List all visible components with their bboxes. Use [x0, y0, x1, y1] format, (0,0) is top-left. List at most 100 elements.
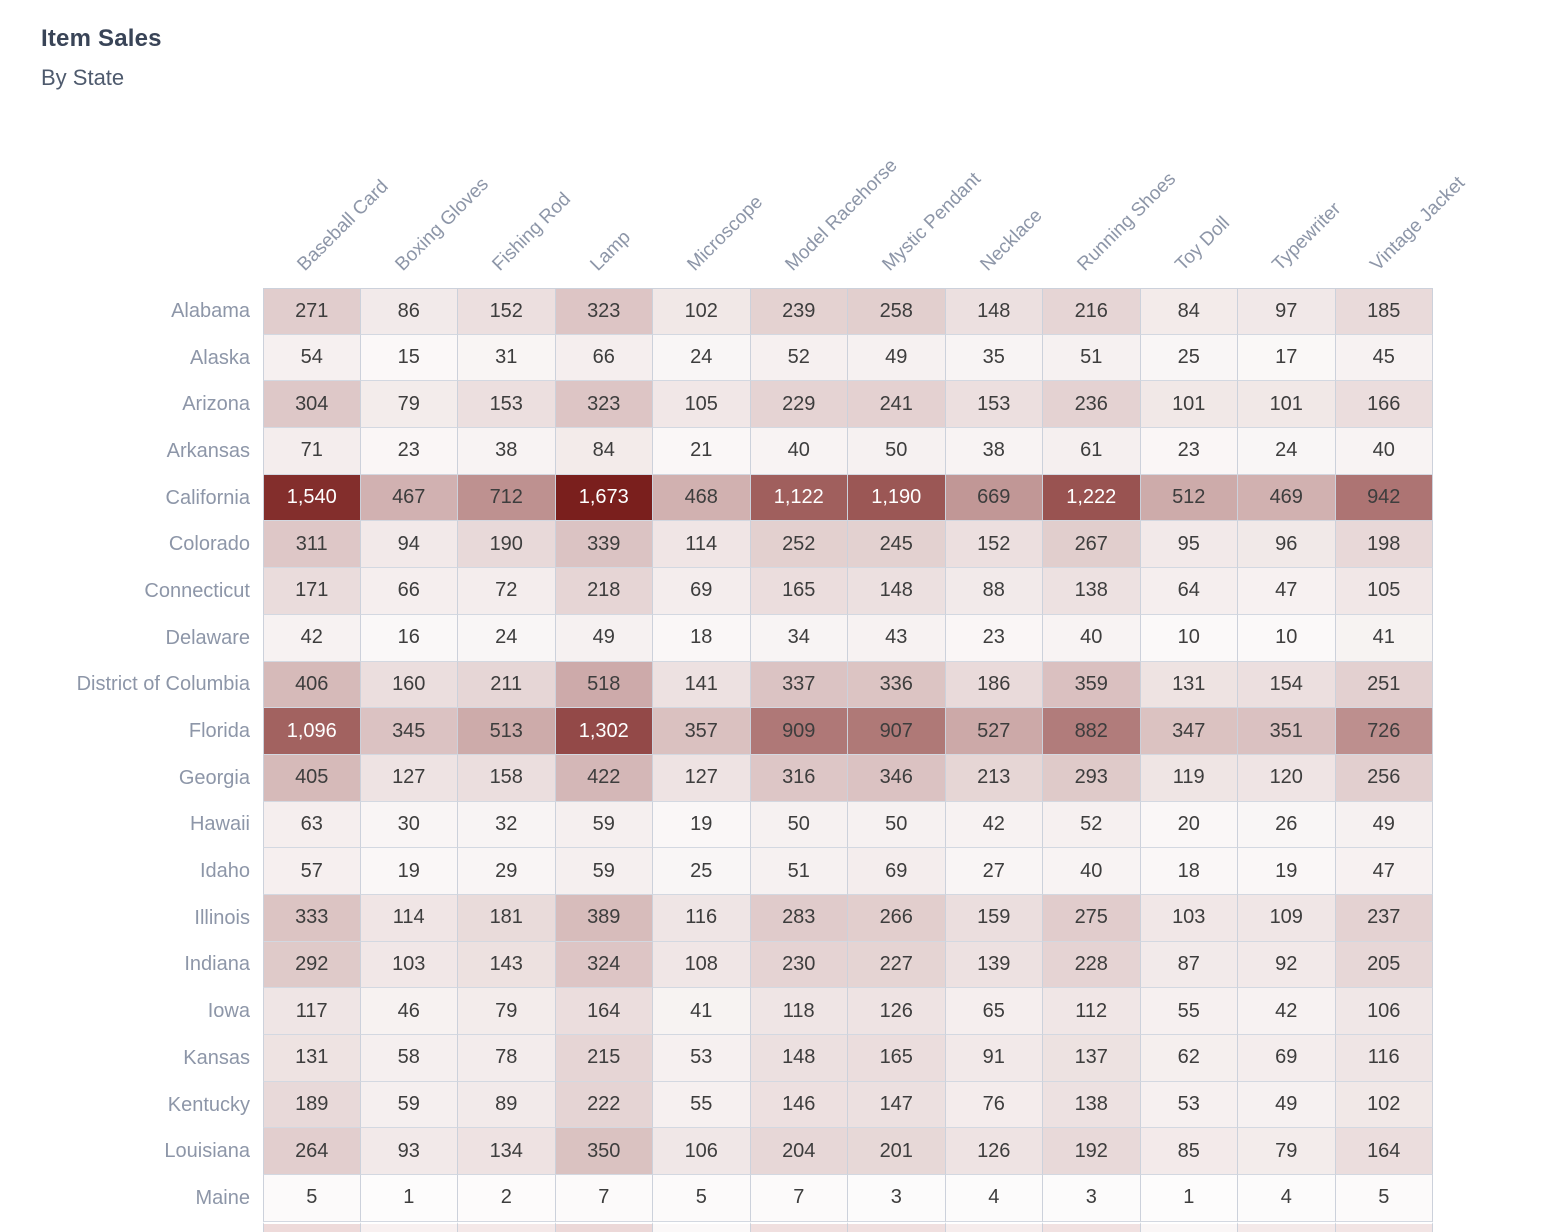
- heatmap-cell[interactable]: 120: [1238, 754, 1336, 802]
- heatmap-cell[interactable]: 406: [263, 661, 361, 709]
- heatmap-cell[interactable]: 134: [458, 1128, 556, 1176]
- heatmap-cell[interactable]: 79: [458, 988, 556, 1035]
- heatmap-cell[interactable]: 55: [1140, 988, 1238, 1035]
- heatmap-cell[interactable]: 237: [1335, 894, 1433, 942]
- heatmap-cell[interactable]: 357: [653, 708, 751, 755]
- heatmap-cell[interactable]: 192: [1043, 1128, 1141, 1176]
- heatmap-cell[interactable]: 24: [458, 614, 556, 662]
- heatmap-cell[interactable]: 24: [1238, 428, 1336, 475]
- heatmap-cell[interactable]: 40: [1043, 614, 1141, 662]
- heatmap-cell[interactable]: 25: [1140, 334, 1238, 382]
- heatmap-cell[interactable]: 88: [945, 568, 1043, 615]
- heatmap-cell[interactable]: 211: [458, 661, 556, 709]
- heatmap-cell[interactable]: 59: [360, 1081, 458, 1129]
- heatmap-cell[interactable]: 105: [1335, 568, 1433, 615]
- heatmap-cell[interactable]: 41: [653, 988, 751, 1035]
- heatmap-cell[interactable]: 47: [1335, 848, 1433, 895]
- heatmap-cell[interactable]: 79: [360, 381, 458, 429]
- heatmap-cell[interactable]: 185: [1335, 288, 1433, 335]
- heatmap-cell[interactable]: 154: [1238, 661, 1336, 709]
- heatmap-cell[interactable]: [945, 1221, 1043, 1232]
- heatmap-cell[interactable]: 54: [263, 334, 361, 382]
- heatmap-cell[interactable]: 3: [848, 1175, 946, 1222]
- heatmap-cell[interactable]: 17: [1238, 334, 1336, 382]
- heatmap-cell[interactable]: 152: [945, 521, 1043, 569]
- heatmap-cell[interactable]: 347: [1140, 708, 1238, 755]
- heatmap-cell[interactable]: 148: [750, 1035, 848, 1082]
- heatmap-cell[interactable]: 10: [1238, 614, 1336, 662]
- heatmap-cell[interactable]: 1,096: [263, 708, 361, 755]
- heatmap-cell[interactable]: 5: [263, 1175, 361, 1222]
- heatmap-cell[interactable]: 712: [458, 474, 556, 522]
- heatmap-cell[interactable]: 42: [263, 614, 361, 662]
- heatmap-cell[interactable]: 213: [945, 754, 1043, 802]
- heatmap-cell[interactable]: 58: [360, 1035, 458, 1082]
- heatmap-cell[interactable]: 148: [945, 288, 1043, 335]
- heatmap-cell[interactable]: 337: [750, 661, 848, 709]
- heatmap-cell[interactable]: 275: [1043, 894, 1141, 942]
- heatmap-cell[interactable]: 266: [848, 894, 946, 942]
- heatmap-cell[interactable]: 236: [1043, 381, 1141, 429]
- heatmap-cell[interactable]: 146: [750, 1081, 848, 1129]
- heatmap-cell[interactable]: 138: [1043, 568, 1141, 615]
- heatmap-cell[interactable]: 323: [555, 381, 653, 429]
- heatmap-cell[interactable]: 119: [1140, 754, 1238, 802]
- heatmap-cell[interactable]: 46: [360, 988, 458, 1035]
- heatmap-cell[interactable]: [263, 1221, 361, 1232]
- heatmap-cell[interactable]: 468: [653, 474, 751, 522]
- heatmap-cell[interactable]: 252: [750, 521, 848, 569]
- heatmap-cell[interactable]: 239: [750, 288, 848, 335]
- heatmap-cell[interactable]: 49: [848, 334, 946, 382]
- heatmap-cell[interactable]: 47: [1238, 568, 1336, 615]
- heatmap-cell[interactable]: 350: [555, 1128, 653, 1176]
- heatmap-cell[interactable]: 91: [945, 1035, 1043, 1082]
- heatmap-cell[interactable]: 66: [360, 568, 458, 615]
- heatmap-cell[interactable]: [1238, 1221, 1336, 1232]
- heatmap-cell[interactable]: 148: [848, 568, 946, 615]
- heatmap-cell[interactable]: 69: [653, 568, 751, 615]
- heatmap-cell[interactable]: 4: [1238, 1175, 1336, 1222]
- heatmap-cell[interactable]: 5: [653, 1175, 751, 1222]
- heatmap-cell[interactable]: 50: [848, 801, 946, 849]
- heatmap-cell[interactable]: 93: [360, 1128, 458, 1176]
- heatmap-cell[interactable]: 1,122: [750, 474, 848, 522]
- heatmap-cell[interactable]: [360, 1221, 458, 1232]
- heatmap-cell[interactable]: 131: [263, 1035, 361, 1082]
- heatmap-cell[interactable]: 102: [1335, 1081, 1433, 1129]
- heatmap-cell[interactable]: 86: [360, 288, 458, 335]
- heatmap-cell[interactable]: 25: [653, 848, 751, 895]
- heatmap-cell[interactable]: 116: [653, 894, 751, 942]
- heatmap-cell[interactable]: 190: [458, 521, 556, 569]
- heatmap-cell[interactable]: 264: [263, 1128, 361, 1176]
- heatmap-cell[interactable]: 228: [1043, 941, 1141, 989]
- heatmap-cell[interactable]: 38: [945, 428, 1043, 475]
- heatmap-cell[interactable]: 323: [555, 288, 653, 335]
- heatmap-cell[interactable]: 23: [360, 428, 458, 475]
- heatmap-cell[interactable]: 96: [1238, 521, 1336, 569]
- heatmap-cell[interactable]: 138: [1043, 1081, 1141, 1129]
- heatmap-cell[interactable]: 112: [1043, 988, 1141, 1035]
- heatmap-cell[interactable]: 186: [945, 661, 1043, 709]
- heatmap-cell[interactable]: 518: [555, 661, 653, 709]
- heatmap-cell[interactable]: 23: [1140, 428, 1238, 475]
- heatmap-cell[interactable]: 26: [1238, 801, 1336, 849]
- heatmap-cell[interactable]: 389: [555, 894, 653, 942]
- heatmap-cell[interactable]: 105: [653, 381, 751, 429]
- heatmap-cell[interactable]: 909: [750, 708, 848, 755]
- heatmap-cell[interactable]: 1,673: [555, 474, 653, 522]
- heatmap-cell[interactable]: 127: [653, 754, 751, 802]
- heatmap-cell[interactable]: 126: [945, 1128, 1043, 1176]
- heatmap-cell[interactable]: 153: [945, 381, 1043, 429]
- heatmap-cell[interactable]: 71: [263, 428, 361, 475]
- heatmap-cell[interactable]: 40: [750, 428, 848, 475]
- heatmap-cell[interactable]: 53: [1140, 1081, 1238, 1129]
- heatmap-cell[interactable]: 153: [458, 381, 556, 429]
- heatmap-cell[interactable]: 942: [1335, 474, 1433, 522]
- heatmap-cell[interactable]: 141: [653, 661, 751, 709]
- heatmap-cell[interactable]: 251: [1335, 661, 1433, 709]
- heatmap-cell[interactable]: 109: [1238, 894, 1336, 942]
- heatmap-cell[interactable]: 127: [360, 754, 458, 802]
- heatmap-cell[interactable]: [458, 1221, 556, 1232]
- heatmap-cell[interactable]: 49: [1335, 801, 1433, 849]
- heatmap-cell[interactable]: 16: [360, 614, 458, 662]
